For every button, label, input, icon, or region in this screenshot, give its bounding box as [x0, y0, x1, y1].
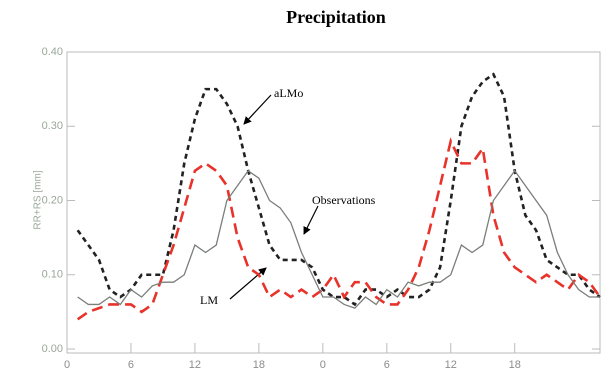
- x-tick-label: 18: [253, 359, 265, 371]
- x-tick-label: 0: [320, 359, 326, 371]
- y-tick-label: 0.40: [42, 46, 63, 58]
- x-tick-label: 0: [64, 359, 70, 371]
- annotation: aLMo: [274, 86, 303, 100]
- plot-frame: [66, 51, 601, 354]
- arrow: [303, 205, 319, 235]
- x-tick-label: 6: [384, 359, 390, 371]
- annotation: Observations: [312, 193, 376, 207]
- x-tick-label: 12: [189, 359, 201, 371]
- y-tick-label: 0.30: [42, 120, 63, 132]
- y-axis-label: RR+RS [mm]: [33, 170, 44, 229]
- arrow: [243, 94, 272, 125]
- x-tick-label: 12: [445, 359, 457, 371]
- series-line: [76, 72, 601, 307]
- arrow: [229, 267, 267, 300]
- chart-title: Precipitation: [286, 7, 386, 27]
- y-tick-label: 0.00: [42, 343, 63, 355]
- annotation: LM: [200, 293, 218, 307]
- y-tick-label: 0.20: [42, 194, 63, 206]
- x-tick-label: 6: [128, 359, 134, 371]
- series-line: [77, 169, 600, 309]
- x-tick-label: 18: [509, 359, 521, 371]
- y-tick-label: 0.10: [42, 269, 63, 281]
- series-line: [76, 137, 601, 321]
